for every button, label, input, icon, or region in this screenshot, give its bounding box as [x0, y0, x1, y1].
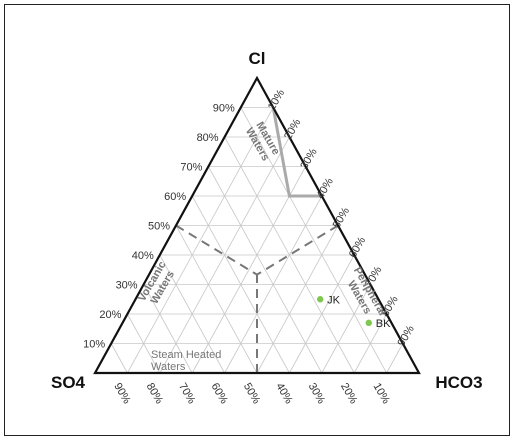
tick-label-left: 70% — [180, 162, 202, 174]
grid-line — [240, 107, 387, 374]
tick-label-bottom: 70% — [176, 381, 198, 406]
tick-label-bottom: 90% — [111, 381, 133, 406]
grid-line — [127, 313, 161, 374]
grid-line — [143, 284, 193, 374]
data-point-bk — [365, 319, 372, 327]
tick-label-left: 40% — [132, 250, 154, 262]
tick-label-bottom: 10% — [370, 381, 392, 406]
vertex-label-cl: Cl — [249, 49, 266, 68]
region-boundary-line — [175, 224, 258, 276]
tick-label-bottom: 50% — [241, 381, 263, 406]
data-points: JK BK — [316, 294, 391, 330]
vertex-label-so4: SO4 — [51, 373, 86, 392]
data-point-jk — [316, 296, 324, 303]
grid-line — [159, 254, 225, 374]
grid-line — [208, 166, 323, 374]
grid-line — [353, 313, 387, 374]
tick-label-bottom: 30% — [306, 381, 328, 406]
grid-line — [321, 284, 371, 374]
tick-label-left: 20% — [99, 309, 121, 321]
tick-label-bottom: 40% — [273, 381, 295, 406]
grid-line — [127, 107, 274, 374]
tick-label-right: 90% — [395, 323, 417, 348]
region-label-line: Steam Heated — [151, 349, 221, 361]
tick-label-right: 40% — [314, 176, 336, 201]
tick-label-bottom: 20% — [338, 381, 360, 406]
tick-label-right: 60% — [347, 235, 369, 260]
region-boundary-line — [256, 224, 339, 276]
tick-label-left: 60% — [164, 191, 186, 203]
region-boundaries — [175, 107, 339, 373]
grid-line — [175, 225, 258, 374]
data-point-label-jk: JK — [327, 294, 341, 306]
grid-line — [386, 343, 404, 374]
tick-label-right: 10% — [266, 87, 288, 112]
vertex-label-hco3: HCO3 — [435, 373, 482, 392]
grid-lines — [110, 107, 404, 374]
tick-label-left: 30% — [116, 280, 138, 292]
data-point-label-bk: BK — [376, 318, 391, 330]
region-label-line: Waters — [151, 361, 186, 373]
grid-line — [256, 225, 339, 374]
triangle-outline — [93, 75, 421, 375]
tick-label-left: 80% — [197, 132, 219, 144]
tick-label-bottom: 80% — [144, 381, 166, 406]
tick-label-right: 20% — [282, 117, 304, 142]
grid-line — [191, 166, 306, 374]
mature-waters-boundary — [271, 107, 322, 198]
grid-line — [289, 254, 355, 374]
tick-label-bottom: 60% — [208, 381, 230, 406]
tick-label-right: 50% — [331, 205, 353, 230]
tick-label-left: 10% — [83, 339, 105, 351]
tick-label-right: 30% — [298, 146, 320, 171]
grid-line — [110, 343, 128, 374]
tick-label-left: 50% — [148, 221, 170, 233]
tick-label-left: 90% — [213, 103, 235, 115]
